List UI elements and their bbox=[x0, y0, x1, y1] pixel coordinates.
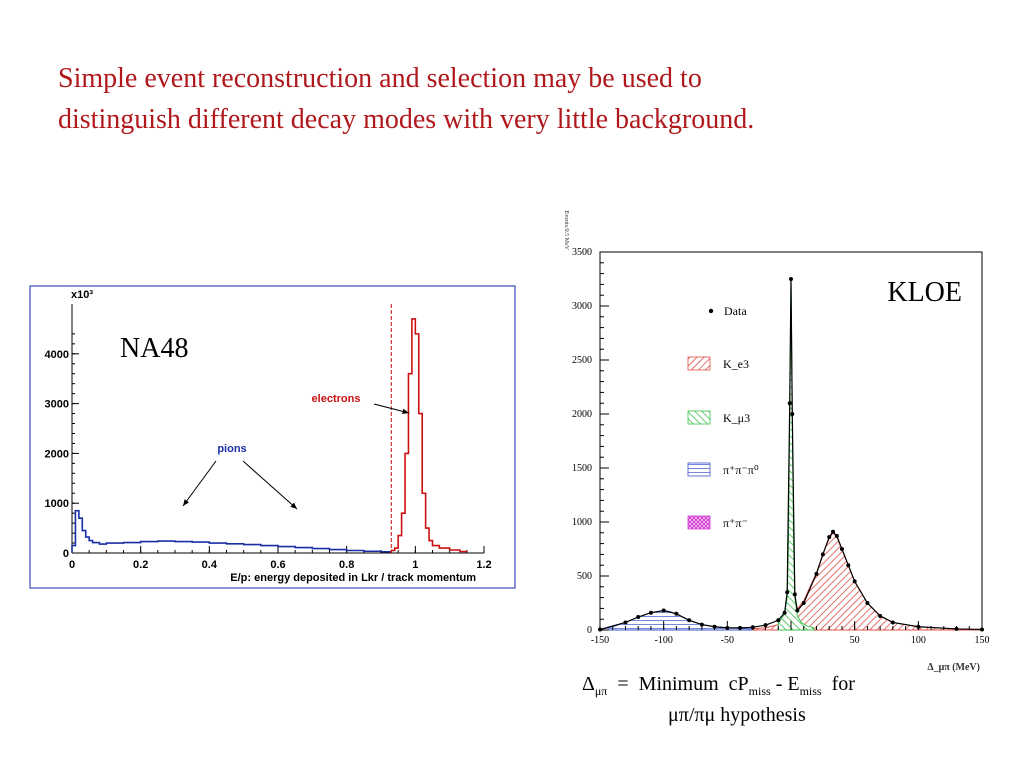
na48-arrow-electrons-head bbox=[402, 408, 409, 415]
kloe-data-point bbox=[674, 611, 679, 616]
kloe-x-tick-label: -100 bbox=[654, 635, 672, 646]
kloe-legend-pi2-swatch bbox=[687, 515, 711, 530]
na48-series-electrons bbox=[390, 318, 468, 553]
kloe-data-point bbox=[814, 571, 819, 576]
kloe-data-point bbox=[831, 529, 836, 534]
kloe-data-point bbox=[878, 613, 883, 618]
kloe-y-tick-label: 1500 bbox=[572, 463, 592, 474]
kloe-x-tick-label: 150 bbox=[975, 635, 990, 646]
kloe-data-point bbox=[787, 401, 792, 406]
kloe-y-tick-label: 2500 bbox=[572, 355, 592, 366]
na48-x-tick-label: 0.2 bbox=[133, 559, 148, 571]
na48-y-multiplier: x10³ bbox=[71, 289, 93, 301]
kloe-y-tick-label: 0 bbox=[587, 625, 592, 636]
kloe-data-point bbox=[865, 601, 870, 605]
kloe-data-point bbox=[687, 618, 692, 623]
na48-y-tick-label: 1000 bbox=[45, 498, 69, 510]
na48-arrow-pions-right-head bbox=[290, 502, 297, 509]
kloe-x-tick-label: -50 bbox=[721, 635, 734, 646]
kloe-data-point bbox=[792, 592, 797, 597]
na48-frame bbox=[29, 285, 516, 589]
kloe-x-tick-label: 50 bbox=[850, 635, 860, 646]
kloe-legend-ke3-swatch bbox=[687, 356, 711, 371]
na48-experiment-label: NA48 bbox=[120, 333, 188, 364]
kloe-data-line bbox=[599, 278, 983, 631]
na48-y-tick-label: 3000 bbox=[45, 399, 69, 411]
na48-annotation-pions: pions bbox=[217, 443, 246, 455]
kloe-x-tick-label: 100 bbox=[911, 635, 926, 646]
na48-x-axis-label: E/p: energy deposited in Lkr / track mom… bbox=[230, 572, 476, 584]
headline-line-1: Simple event reconstruction and selectio… bbox=[58, 63, 702, 94]
kloe-y-axis-label: Events/0.5 MeV bbox=[563, 211, 569, 251]
na48-arrow-pions-left bbox=[182, 460, 217, 507]
caption-line-1: Δμπ = Minimum cPmiss - Emiss for bbox=[582, 673, 855, 698]
slide-headline: Simple event reconstruction and selectio… bbox=[58, 58, 958, 140]
kloe-experiment-label: KLOE bbox=[887, 277, 962, 308]
kloe-legend-data: Data bbox=[724, 304, 747, 318]
na48-arrow-pions-right bbox=[242, 460, 298, 510]
kloe-legend-kmu3-swatch bbox=[687, 410, 711, 425]
kloe-y-tick-label: 1000 bbox=[572, 517, 592, 528]
caption-delta-symbol: Δμπ bbox=[582, 673, 608, 698]
na48-x-tick-label: 0 bbox=[69, 559, 75, 571]
na48-y-tick-label: 0 bbox=[63, 548, 69, 560]
na48-x-tick-label: 1.2 bbox=[476, 559, 491, 571]
kloe-data-point bbox=[790, 412, 795, 416]
caption-line-2: μπ/πμ hypothesis bbox=[668, 704, 806, 726]
kloe-y-tick-label: 3500 bbox=[572, 247, 592, 258]
kloe-legend-kmu3: K_μ3 bbox=[723, 411, 750, 425]
kloe-data-point bbox=[890, 620, 895, 625]
kloe-y-tick-label: 500 bbox=[577, 571, 592, 582]
kloe-legend-pi3-swatch bbox=[687, 462, 711, 477]
kloe-data-point bbox=[820, 552, 825, 557]
na48-y-tick-label: 2000 bbox=[45, 448, 69, 460]
kloe-data-point bbox=[623, 620, 628, 625]
kloe-y-tick-label: 2000 bbox=[572, 409, 592, 420]
headline-line-2: distinguish different decay modes with v… bbox=[58, 104, 755, 135]
kloe-x-tick-label: 0 bbox=[789, 635, 794, 646]
kloe-data-point bbox=[827, 535, 832, 540]
na48-x-tick-label: 1 bbox=[412, 559, 418, 571]
na48-annotation-electrons: electrons bbox=[312, 393, 361, 405]
kloe-legend-pi2: π⁺π⁻ bbox=[723, 516, 748, 530]
kloe-data-point bbox=[648, 610, 653, 615]
kloe-legend-ke3: K_e3 bbox=[723, 357, 749, 371]
kloe-data-point bbox=[834, 534, 839, 539]
na48-x-tick-label: 0.8 bbox=[339, 559, 354, 571]
kloe-data-point bbox=[839, 547, 844, 551]
kloe-data-point bbox=[801, 601, 806, 605]
kloe-data-point bbox=[699, 622, 704, 627]
kloe-y-tick-label: 3000 bbox=[572, 301, 592, 312]
kloe-data-point bbox=[789, 277, 793, 281]
kloe-data-point bbox=[846, 563, 851, 568]
kloe-x-axis-label: Δ_μπ (MeV) bbox=[927, 662, 980, 673]
na48-arrow-pions-left-head bbox=[183, 499, 190, 506]
kloe-data-point bbox=[763, 623, 768, 628]
kloe-data-point bbox=[785, 590, 790, 595]
kloe-x-tick-label: -150 bbox=[591, 635, 609, 646]
kloe-data-point bbox=[782, 610, 787, 615]
na48-x-tick-label: 0.4 bbox=[202, 559, 218, 571]
kloe-data-point bbox=[776, 618, 781, 623]
kloe-data-point bbox=[661, 608, 666, 613]
kloe-data-point bbox=[852, 579, 857, 584]
na48-x-tick-label: 0.6 bbox=[270, 559, 285, 571]
na48-y-tick-label: 4000 bbox=[45, 349, 69, 361]
kloe-data-point bbox=[795, 608, 800, 613]
na48-series-pions bbox=[71, 509, 393, 553]
kloe-legend-data-marker bbox=[708, 308, 714, 314]
kloe-legend-pi3: π⁺π⁻π⁰ bbox=[723, 463, 759, 477]
kloe-data-point bbox=[636, 615, 641, 620]
